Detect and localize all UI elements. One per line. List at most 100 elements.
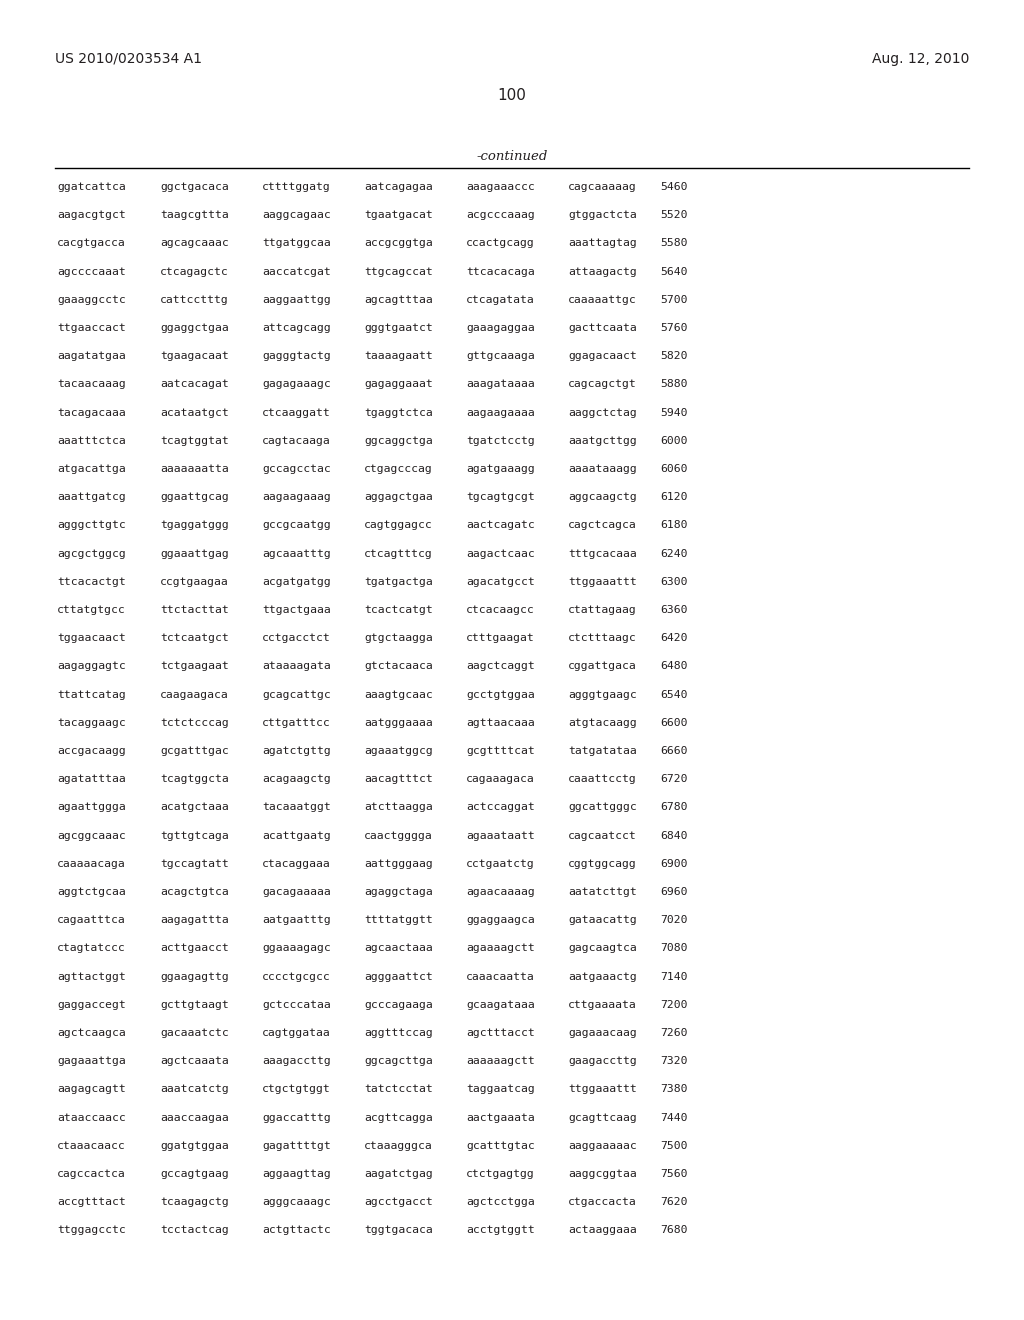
Text: caaaaacaga: caaaaacaga	[57, 859, 126, 869]
Text: gagattttgt: gagattttgt	[262, 1140, 331, 1151]
Text: tgttgtcaga: tgttgtcaga	[160, 830, 228, 841]
Text: aatcacagat: aatcacagat	[160, 379, 228, 389]
Text: cagtggataa: cagtggataa	[262, 1028, 331, 1038]
Text: ggatgtggaa: ggatgtggaa	[160, 1140, 228, 1151]
Text: ggagacaact: ggagacaact	[568, 351, 637, 362]
Text: gccagcctac: gccagcctac	[262, 465, 331, 474]
Text: tctgaagaat: tctgaagaat	[160, 661, 228, 672]
Text: aaattagtag: aaattagtag	[568, 239, 637, 248]
Text: agggaattct: agggaattct	[364, 972, 433, 982]
Text: gtgctaagga: gtgctaagga	[364, 634, 433, 643]
Text: 6840: 6840	[660, 830, 687, 841]
Text: gaaagaggaa: gaaagaggaa	[466, 323, 535, 333]
Text: 6480: 6480	[660, 661, 687, 672]
Text: tgatgactga: tgatgactga	[364, 577, 433, 587]
Text: cagaaagaca: cagaaagaca	[466, 775, 535, 784]
Text: aaaaaaatta: aaaaaaatta	[160, 465, 228, 474]
Text: tacaaatggt: tacaaatggt	[262, 803, 331, 812]
Text: gacttcaata: gacttcaata	[568, 323, 637, 333]
Text: agcaaatttg: agcaaatttg	[262, 549, 331, 558]
Text: gaagaccttg: gaagaccttg	[568, 1056, 637, 1067]
Text: aatgaatttg: aatgaatttg	[262, 915, 331, 925]
Text: 7620: 7620	[660, 1197, 687, 1208]
Text: acgcccaaag: acgcccaaag	[466, 210, 535, 220]
Text: -continued: -continued	[476, 150, 548, 162]
Text: ataaaagata: ataaaagata	[262, 661, 331, 672]
Text: aaccatcgat: aaccatcgat	[262, 267, 331, 277]
Text: gcccagaaga: gcccagaaga	[364, 999, 433, 1010]
Text: acagctgtca: acagctgtca	[160, 887, 228, 898]
Text: 7560: 7560	[660, 1170, 687, 1179]
Text: 7380: 7380	[660, 1085, 687, 1094]
Text: acttgaacct: acttgaacct	[160, 944, 228, 953]
Text: 7680: 7680	[660, 1225, 687, 1236]
Text: 7140: 7140	[660, 972, 687, 982]
Text: 5760: 5760	[660, 323, 687, 333]
Text: aaagtgcaac: aaagtgcaac	[364, 689, 433, 700]
Text: actccaggat: actccaggat	[466, 803, 535, 812]
Text: 6900: 6900	[660, 859, 687, 869]
Text: gcatttgtac: gcatttgtac	[466, 1140, 535, 1151]
Text: taagcgttta: taagcgttta	[160, 210, 228, 220]
Text: tgaggatggg: tgaggatggg	[160, 520, 228, 531]
Text: taggaatcag: taggaatcag	[466, 1085, 535, 1094]
Text: acctgtggtt: acctgtggtt	[466, 1225, 535, 1236]
Text: tgcagtgcgt: tgcagtgcgt	[466, 492, 535, 502]
Text: 6180: 6180	[660, 520, 687, 531]
Text: tggtgacaca: tggtgacaca	[364, 1225, 433, 1236]
Text: gcttgtaagt: gcttgtaagt	[160, 999, 228, 1010]
Text: 7260: 7260	[660, 1028, 687, 1038]
Text: tctctcccag: tctctcccag	[160, 718, 228, 727]
Text: agaggctaga: agaggctaga	[364, 887, 433, 898]
Text: aatatcttgt: aatatcttgt	[568, 887, 637, 898]
Text: agaattggga: agaattggga	[57, 803, 126, 812]
Text: tcactcatgt: tcactcatgt	[364, 605, 433, 615]
Text: aagaggagtc: aagaggagtc	[57, 661, 126, 672]
Text: ttgaaccact: ttgaaccact	[57, 323, 126, 333]
Text: agcaactaaa: agcaactaaa	[364, 944, 433, 953]
Text: aagatctgag: aagatctgag	[364, 1170, 433, 1179]
Text: tgaagacaat: tgaagacaat	[160, 351, 228, 362]
Text: tgaggtctca: tgaggtctca	[364, 408, 433, 417]
Text: tcagtggcta: tcagtggcta	[160, 775, 228, 784]
Text: acataatgct: acataatgct	[160, 408, 228, 417]
Text: aactgaaata: aactgaaata	[466, 1113, 535, 1122]
Text: gttgcaaaga: gttgcaaaga	[466, 351, 535, 362]
Text: 6000: 6000	[660, 436, 687, 446]
Text: cttgatttcc: cttgatttcc	[262, 718, 331, 727]
Text: ttttatggtt: ttttatggtt	[364, 915, 433, 925]
Text: cctgaatctg: cctgaatctg	[466, 859, 535, 869]
Text: acattgaatg: acattgaatg	[262, 830, 331, 841]
Text: 5880: 5880	[660, 379, 687, 389]
Text: 5640: 5640	[660, 267, 687, 277]
Text: aaagaaaccc: aaagaaaccc	[466, 182, 535, 191]
Text: ctgctgtggt: ctgctgtggt	[262, 1085, 331, 1094]
Text: gaaaggcctc: gaaaggcctc	[57, 294, 126, 305]
Text: ccgtgaagaa: ccgtgaagaa	[160, 577, 228, 587]
Text: cagccactca: cagccactca	[57, 1170, 126, 1179]
Text: 6540: 6540	[660, 689, 687, 700]
Text: cctgacctct: cctgacctct	[262, 634, 331, 643]
Text: 5520: 5520	[660, 210, 687, 220]
Text: ctcagatata: ctcagatata	[466, 294, 535, 305]
Text: aaatgcttgg: aaatgcttgg	[568, 436, 637, 446]
Text: cccctgcgcc: cccctgcgcc	[262, 972, 331, 982]
Text: cttttggatg: cttttggatg	[262, 182, 331, 191]
Text: gcgatttgac: gcgatttgac	[160, 746, 228, 756]
Text: tcctactcag: tcctactcag	[160, 1225, 228, 1236]
Text: tggaacaact: tggaacaact	[57, 634, 126, 643]
Text: 6360: 6360	[660, 605, 687, 615]
Text: cagtacaaga: cagtacaaga	[262, 436, 331, 446]
Text: 6960: 6960	[660, 887, 687, 898]
Text: 6420: 6420	[660, 634, 687, 643]
Text: gacagaaaaa: gacagaaaaa	[262, 887, 331, 898]
Text: gaggaccegt: gaggaccegt	[57, 999, 126, 1010]
Text: gctcccataa: gctcccataa	[262, 999, 331, 1010]
Text: tatctcctat: tatctcctat	[364, 1085, 433, 1094]
Text: aaatttctca: aaatttctca	[57, 436, 126, 446]
Text: ttgcagccat: ttgcagccat	[364, 267, 433, 277]
Text: 6600: 6600	[660, 718, 687, 727]
Text: ttgatggcaa: ttgatggcaa	[262, 239, 331, 248]
Text: caaacaatta: caaacaatta	[466, 972, 535, 982]
Text: accgacaagg: accgacaagg	[57, 746, 126, 756]
